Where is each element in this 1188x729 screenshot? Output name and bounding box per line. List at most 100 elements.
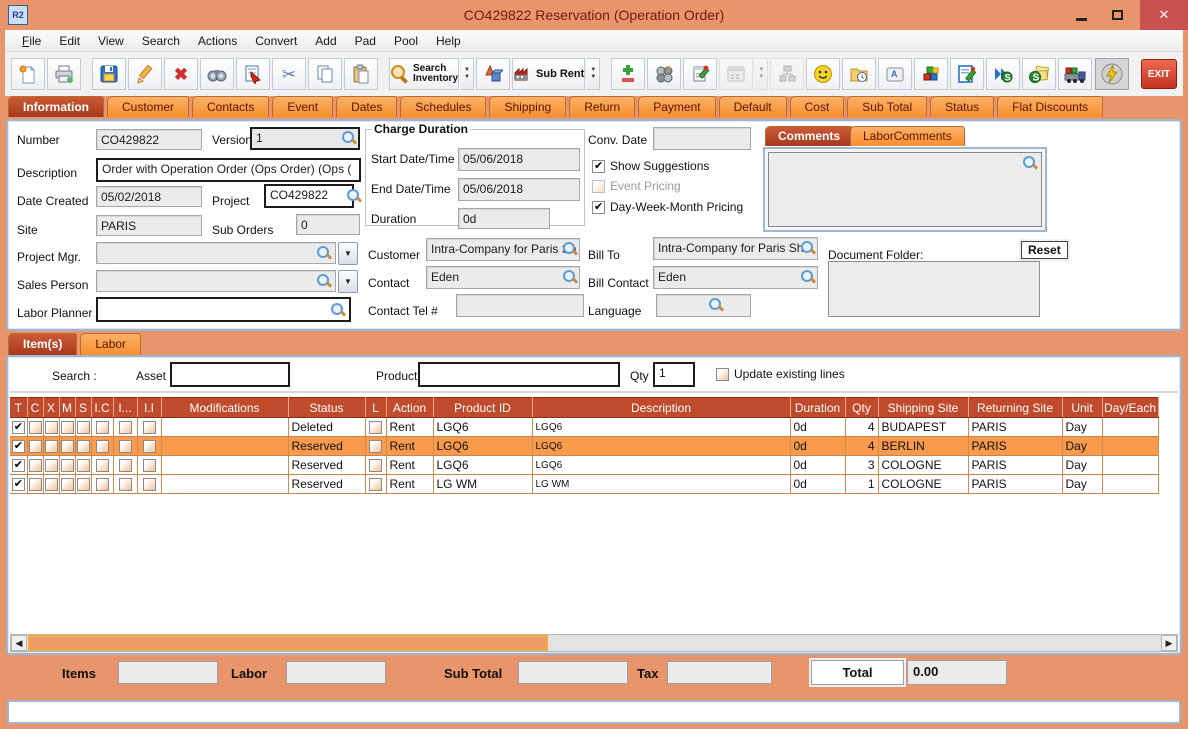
tab-status[interactable]: Status [930,96,995,117]
customer-search-icon[interactable] [562,241,577,256]
row-checkbox[interactable] [142,440,156,454]
customer-field[interactable]: Intra-Company for Paris Sh [426,238,580,261]
money-notes-button[interactable]: S [1022,58,1057,90]
cubes-button[interactable] [914,58,949,90]
row-checkbox[interactable] [142,478,156,492]
search-inventory-button[interactable]: Search Inventory [389,58,460,90]
row-checkbox[interactable] [142,459,156,473]
row-checkbox[interactable] [95,459,109,473]
table-row[interactable]: Reserved Rent LG WM LG WM 0d 1 COLOGNE P… [10,474,1159,494]
row-checkbox[interactable] [95,478,109,492]
version-search-icon[interactable] [341,130,356,145]
row-checkbox[interactable] [11,420,25,435]
row-checkbox[interactable] [76,440,90,454]
row-checkbox[interactable] [369,478,382,492]
version-field[interactable]: 1 [250,127,360,150]
asset-input[interactable] [170,362,290,387]
row-checkbox[interactable] [142,421,156,435]
tab-flat-discounts[interactable]: Flat Discounts [997,96,1104,117]
tab-default[interactable]: Default [718,96,787,117]
menu-search[interactable]: Search [141,33,180,48]
payment-forward-button[interactable]: S [986,58,1021,90]
row-checkbox[interactable] [11,439,25,454]
tab-schedules[interactable]: Schedules [400,96,487,117]
horizontal-scrollbar[interactable]: ◀ ▶ [10,634,1178,652]
description-field[interactable]: Order with Operation Order (Ops Order) (… [96,158,361,182]
project-mgr-dropdown[interactable]: ▼ [338,242,358,265]
tab-return[interactable]: Return [569,96,636,117]
close-button[interactable]: ✕ [1140,0,1188,30]
tab-comments[interactable]: Comments [765,126,854,146]
row-checkbox[interactable] [76,459,90,473]
product-input[interactable] [418,362,620,387]
paste-button[interactable] [344,58,378,90]
bill-to-field[interactable]: Intra-Company for Paris Sh [653,237,818,260]
project-mgr-search-icon[interactable] [316,245,331,260]
contact-tel-field[interactable] [456,294,584,317]
tab-labor[interactable]: Labor [80,333,142,355]
tab-payment[interactable]: Payment [638,96,716,117]
menu-edit[interactable]: Edit [59,33,81,48]
row-checkbox[interactable] [118,421,132,435]
row-checkbox[interactable] [118,459,132,473]
labor-planner-search-icon[interactable] [330,302,345,317]
row-checkbox[interactable] [60,421,74,435]
menu-pad[interactable]: Pad [354,33,376,48]
print-button[interactable] [47,58,81,90]
shapes-3d-button[interactable] [476,58,511,90]
save-button[interactable] [92,58,126,90]
sub-rent-button[interactable]: Sub Rent [512,58,586,90]
row-checkbox[interactable] [60,478,74,492]
comments-field[interactable] [768,152,1042,227]
edit-document-button[interactable] [950,58,985,90]
exit-button[interactable]: EXIT [1141,59,1177,89]
menu-pool[interactable]: Pool [393,33,419,48]
show-suggestions-checkbox[interactable] [592,159,605,173]
row-checkbox[interactable] [95,421,109,435]
project-mgr-field[interactable] [96,242,336,264]
row-checkbox[interactable] [44,478,58,492]
cut-button[interactable]: ✂ [272,58,306,90]
tab-labor-comments[interactable]: LaborComments [850,126,965,146]
tab-customer[interactable]: Customer [107,96,190,117]
row-checkbox[interactable] [60,459,74,473]
row-checkbox[interactable] [11,458,25,473]
tab-sub-total[interactable]: Sub Total [847,96,928,117]
tab-dates[interactable]: Dates [336,96,398,117]
row-checkbox[interactable] [28,421,42,435]
row-checkbox[interactable] [369,440,382,454]
lightning-button[interactable] [1095,58,1129,90]
end-date-field[interactable]: 05/06/2018 [458,178,580,201]
update-lines-checkbox[interactable] [716,367,729,381]
sub-rent-dropdown[interactable]: ▼ ▼ [587,58,601,90]
row-checkbox[interactable] [95,440,109,454]
row-checkbox[interactable] [118,478,132,492]
contact-search-icon[interactable] [562,269,577,284]
dwm-pricing-checkbox[interactable] [592,200,605,214]
sales-person-search-icon[interactable] [316,273,331,288]
tab-contacts[interactable]: Contacts [192,96,270,117]
row-checkbox[interactable] [28,459,42,473]
project-field[interactable]: CO429822 [264,184,354,208]
contact-group-button[interactable]: ? [647,58,682,90]
language-field[interactable] [656,294,751,317]
tab-shipping[interactable]: Shipping [489,96,567,117]
row-checkbox[interactable] [11,477,25,492]
table-row[interactable]: Reserved Rent LGQ6 LGQ6 0d 3 COLOGNE PAR… [10,455,1159,475]
row-checkbox[interactable] [60,440,74,454]
scroll-left-arrow[interactable]: ◀ [11,635,27,651]
folder-clock-button[interactable] [842,58,877,90]
tab-event[interactable]: Event [272,96,334,117]
tab-information[interactable]: Information [8,96,104,117]
menu-file[interactable]: File [22,33,42,48]
project-search-icon[interactable] [346,188,361,203]
menu-view[interactable]: View [98,33,124,48]
find-button[interactable] [200,58,234,90]
qty-input[interactable]: 1 [653,362,695,387]
edit-button[interactable] [128,58,162,90]
document-folder-field[interactable] [828,261,1040,317]
language-search-icon[interactable] [708,297,723,312]
row-checkbox[interactable] [118,440,132,454]
keyboard-key-button[interactable]: A [878,58,913,90]
row-checkbox[interactable] [28,478,42,492]
